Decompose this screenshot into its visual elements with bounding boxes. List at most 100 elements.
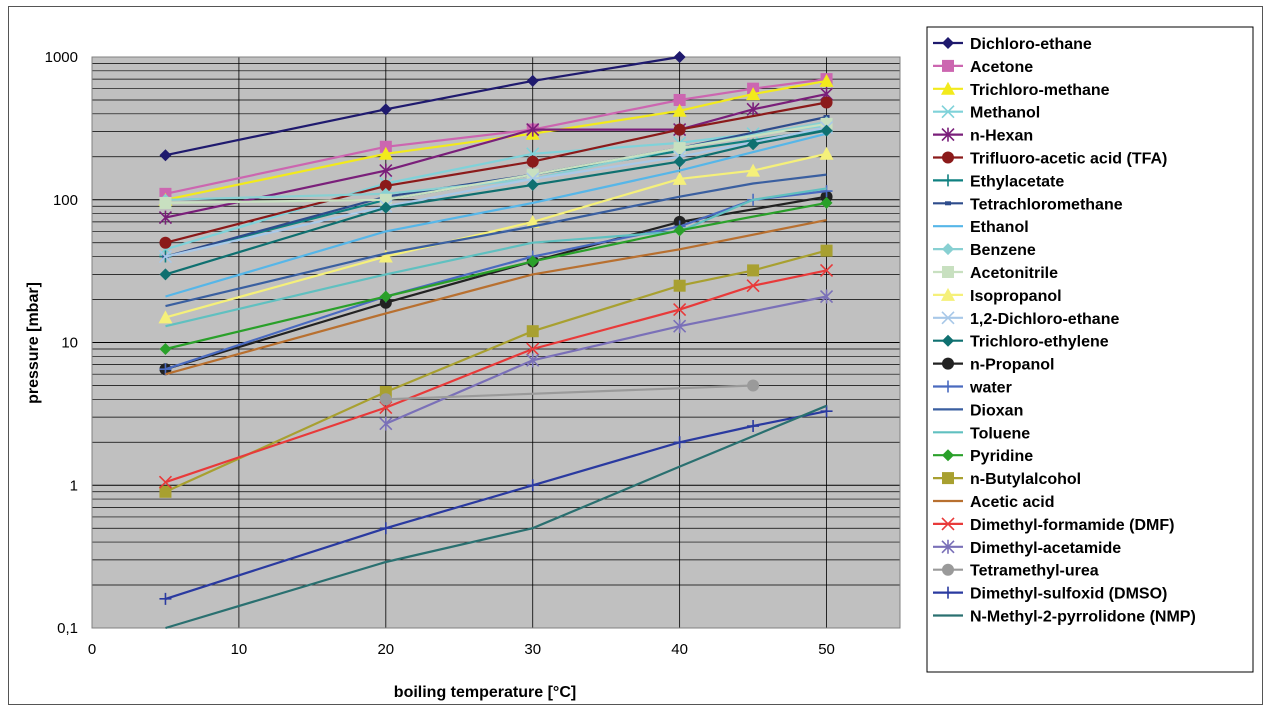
legend-label: Isopropanol bbox=[970, 288, 1062, 305]
data-point bbox=[746, 102, 760, 117]
data-point bbox=[378, 249, 393, 263]
legend-label: Trichloro-methane bbox=[970, 82, 1110, 99]
data-point bbox=[526, 342, 540, 356]
series-line bbox=[165, 55, 680, 157]
data-point bbox=[378, 146, 393, 160]
data-point bbox=[159, 268, 172, 281]
legend-label: Acetonitrile bbox=[970, 265, 1058, 282]
data-point bbox=[526, 172, 540, 186]
data-point bbox=[820, 196, 833, 209]
series-line bbox=[385, 384, 754, 401]
y-tick-label: 10 bbox=[61, 335, 78, 352]
data-point bbox=[820, 117, 833, 130]
legend-label: n-Propanol bbox=[970, 357, 1054, 374]
legend-label: water bbox=[969, 380, 1012, 397]
data-point bbox=[673, 303, 687, 317]
x-tick-label: 50 bbox=[818, 641, 835, 658]
data-point bbox=[526, 122, 540, 137]
series-8 bbox=[165, 132, 827, 298]
legend-swatch-marker bbox=[941, 105, 955, 119]
legend-item: Isopropanol bbox=[933, 287, 1062, 305]
data-point bbox=[526, 255, 539, 268]
legend-item: Trichloro-methane bbox=[933, 81, 1110, 99]
data-point bbox=[819, 73, 834, 87]
legend-label: Trichloro-ethylene bbox=[970, 334, 1109, 351]
legend-item: Ethanol bbox=[933, 219, 1029, 236]
series-line bbox=[165, 93, 827, 219]
legend-item: Dimethyl-acetamide bbox=[933, 540, 1121, 557]
legend-swatch-marker bbox=[941, 287, 955, 301]
data-point bbox=[379, 296, 392, 309]
legend-label: n-Butylalcohol bbox=[970, 471, 1081, 488]
legend-item: Trifluoro-acetic acid (TFA) bbox=[933, 151, 1167, 168]
data-point bbox=[159, 485, 172, 498]
series-line bbox=[165, 249, 827, 493]
data-point bbox=[673, 224, 686, 237]
legend-swatch-marker bbox=[941, 539, 955, 554]
legend-label: Trifluoro-acetic acid (TFA) bbox=[970, 151, 1167, 168]
legend-item: water bbox=[933, 380, 1012, 397]
legend-item: Tetrachloromethane bbox=[933, 196, 1123, 213]
x-tick-label: 30 bbox=[524, 641, 541, 658]
legend-label: 1,2-Dichloro-ethane bbox=[970, 311, 1119, 328]
series-11 bbox=[158, 146, 834, 324]
data-point bbox=[526, 74, 539, 87]
data-point bbox=[379, 201, 392, 214]
series-line bbox=[165, 79, 827, 201]
legend-label: N-Methyl-2-pyrrolidone (NMP) bbox=[970, 609, 1196, 626]
data-point bbox=[746, 87, 761, 101]
legend-box bbox=[926, 26, 1254, 673]
legend-item: N-Methyl-2-pyrrolidone (NMP) bbox=[933, 609, 1196, 626]
y-tick-label: 0,1 bbox=[57, 620, 78, 637]
legend-item: n-Hexan bbox=[933, 127, 1033, 145]
data-point bbox=[159, 149, 172, 162]
legend-swatch-marker bbox=[942, 334, 954, 347]
legend-item: Trichloro-ethylene bbox=[933, 334, 1109, 351]
data-point bbox=[673, 279, 686, 292]
data-point bbox=[746, 163, 761, 177]
legend-item: 1,2-Dichloro-ethane bbox=[933, 311, 1119, 328]
data-point bbox=[673, 319, 687, 334]
legend-label: Acetic acid bbox=[970, 494, 1054, 511]
legend-swatch-marker bbox=[941, 311, 955, 325]
data-point bbox=[379, 103, 392, 116]
plot-area: 0 10 20 30 40 50 0,1 1 10 100 1000 bbox=[45, 49, 901, 658]
legend-swatch-marker bbox=[942, 449, 954, 462]
legend-label: Dimethyl-sulfoxid (DMSO) bbox=[970, 586, 1167, 603]
legend-item: n-Butylalcohol bbox=[933, 471, 1081, 488]
y-tick-label: 1000 bbox=[45, 49, 78, 66]
x-tick-label: 0 bbox=[88, 641, 96, 658]
legend-swatch-marker bbox=[942, 243, 954, 256]
series-line bbox=[165, 78, 827, 195]
legend-label: Methanol bbox=[970, 105, 1040, 122]
legend-swatch-marker bbox=[942, 586, 954, 599]
data-point bbox=[158, 249, 173, 264]
y-tick-label: 1 bbox=[70, 477, 78, 494]
data-point bbox=[746, 279, 760, 293]
data-point bbox=[379, 393, 392, 406]
data-point bbox=[158, 475, 173, 489]
legend-swatch-marker bbox=[942, 151, 954, 164]
data-point bbox=[820, 185, 833, 198]
legend-label: Acetone bbox=[970, 59, 1033, 76]
x-tick-label: 20 bbox=[377, 641, 394, 658]
data-point bbox=[526, 479, 539, 492]
series-line bbox=[165, 173, 827, 308]
series-line bbox=[165, 219, 827, 376]
series-5 bbox=[159, 96, 833, 249]
data-point bbox=[526, 353, 540, 368]
data-point bbox=[747, 264, 760, 277]
series-0 bbox=[159, 51, 686, 162]
data-point bbox=[159, 196, 172, 209]
data-point bbox=[672, 103, 687, 117]
legend-label: Ethanol bbox=[970, 219, 1029, 236]
legend-item: Dimethyl-formamide (DMF) bbox=[933, 517, 1174, 534]
legend-item: Acetic acid bbox=[933, 494, 1054, 511]
legend-swatch-marker bbox=[942, 37, 954, 49]
legend-label: Dimethyl-formamide (DMF) bbox=[970, 517, 1174, 534]
series-line bbox=[165, 410, 827, 600]
series-23 bbox=[379, 379, 760, 406]
legend: Dichloro-ethane Acetone Trichloro-methane M… bbox=[926, 26, 1254, 673]
data-point bbox=[747, 138, 760, 151]
y-axis-title: pressure [mbar] bbox=[25, 282, 42, 404]
